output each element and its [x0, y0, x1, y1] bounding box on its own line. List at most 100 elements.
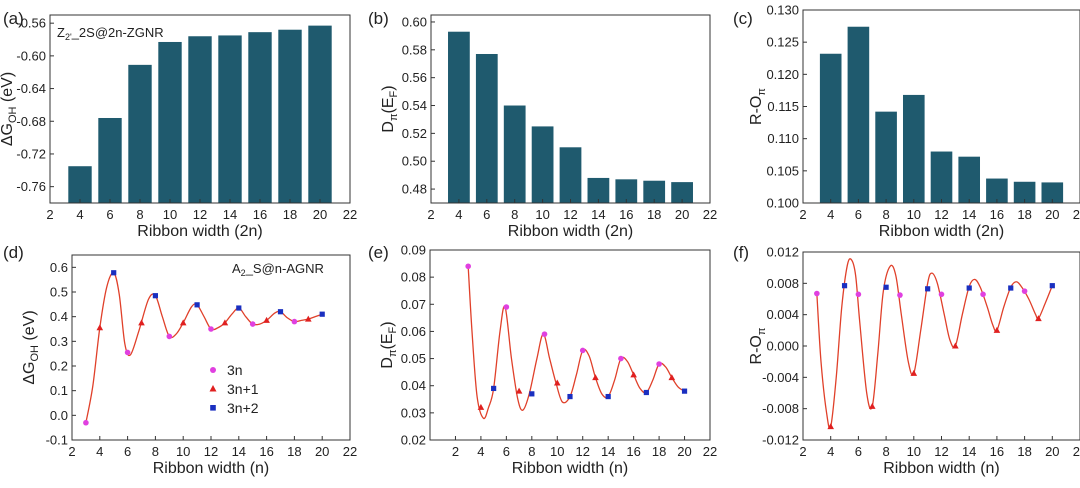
point-3n1 — [515, 387, 523, 394]
x-tick-label: 22 — [343, 444, 357, 459]
point-3n — [1021, 288, 1028, 294]
point-3n — [541, 331, 548, 337]
x-tick-label: 10 — [550, 444, 564, 459]
y-tick-label: 0.02 — [401, 433, 426, 448]
y-tick-label: 0.3 — [50, 334, 68, 349]
point-3n1 — [553, 379, 561, 386]
point-3n2 — [681, 388, 688, 394]
x-tick-label: 18 — [1017, 444, 1031, 459]
bar — [68, 166, 92, 203]
x-tick-label: 14 — [962, 207, 976, 222]
x-tick-label: 6 — [124, 444, 131, 459]
point-3n2 — [111, 270, 117, 276]
x-tick-label: 10 — [176, 444, 190, 459]
point-3n — [980, 291, 986, 298]
bar — [1041, 182, 1064, 203]
x-tick-label: 6 — [106, 207, 113, 222]
x-tick-label: 12 — [934, 207, 948, 222]
bar — [158, 41, 182, 204]
x-tick-label: 14 — [591, 207, 605, 222]
y-tick-label: 0.6 — [50, 260, 68, 275]
y-tick-label: 0.5 — [50, 285, 68, 300]
x-tick-label: 22 — [343, 207, 357, 222]
point-3n1 — [263, 316, 270, 323]
y-tick-label: 0.60 — [402, 14, 427, 29]
bar — [847, 26, 870, 203]
x-tick-label: 4 — [96, 444, 103, 459]
x-tick-label: 10 — [907, 444, 921, 459]
point-3n1 — [630, 371, 637, 378]
x-tick-label: 4 — [455, 207, 462, 222]
panel-annotation: A2_S@n-AGNR — [232, 261, 324, 278]
chart-panel-d: (d) 2 4 6 8 10 12 14 16 18 20 22 -0.1 0.0 0.1 0.2 0.3 0.4… — [3, 243, 357, 477]
point-3n2 — [643, 389, 649, 396]
point-3n2 — [605, 393, 611, 400]
y-tick-label: -0.60 — [16, 48, 46, 63]
y-tick-label: 0.4 — [50, 309, 68, 324]
point-3n — [208, 326, 214, 332]
point-3n — [855, 291, 862, 298]
y-tick-label: -0.008 — [762, 401, 799, 416]
x-tick-label: 14 — [601, 444, 615, 459]
bar — [308, 25, 332, 204]
point-3n1 — [910, 369, 918, 376]
point-3n1 — [668, 374, 676, 381]
x-tick-label: 8 — [136, 207, 143, 222]
y-tick-label: 0.1 — [50, 383, 68, 398]
bar — [902, 94, 925, 203]
point-3n — [656, 361, 662, 367]
x-tick-label: 20 — [313, 207, 327, 222]
x-tick-label: 14 — [962, 444, 976, 459]
x-tick-label: 22 — [1073, 207, 1080, 222]
x-tick-label: 16 — [253, 207, 267, 222]
point-3n2 — [966, 285, 972, 291]
y-tick-label: 0.48 — [402, 182, 427, 197]
point-3n2 — [491, 385, 497, 392]
point-3n — [166, 333, 173, 340]
x-tick-label: 6 — [483, 207, 490, 222]
point-3n — [465, 263, 471, 270]
x-tick-label: 12 — [563, 207, 577, 222]
legend-marker-3n2 — [210, 405, 216, 411]
x-tick-label: 6 — [855, 444, 862, 459]
series-curve — [467, 266, 685, 420]
bar — [958, 156, 981, 203]
y-tick-label: 0.04 — [401, 378, 426, 393]
x-tick-label: 2 — [427, 207, 434, 222]
x-tick-label: 18 — [1017, 207, 1031, 222]
legend-label: 3n+1 — [227, 381, 259, 397]
bar — [248, 32, 272, 203]
series-curve — [816, 258, 1053, 430]
point-3n2 — [567, 393, 573, 400]
bar — [98, 117, 122, 203]
plot-frame — [429, 249, 711, 441]
chart-panel-f: (f) 2 4 6 8 10 12 14 16 18 20 22 -0.012 -0.008 -0.004 0… — [733, 243, 1080, 477]
y-tick-label: 0.115 — [767, 99, 799, 114]
point-3n2 — [319, 311, 325, 317]
point-3n1 — [221, 319, 229, 326]
bar — [218, 35, 242, 203]
x-tick-label: 2 — [46, 207, 53, 222]
bar — [875, 111, 897, 203]
y-axis-label: R-Oπ — [748, 327, 768, 364]
y-tick-label: 0.56 — [402, 70, 427, 85]
bar — [188, 36, 212, 204]
series-curve — [85, 271, 323, 423]
point-3n2 — [883, 284, 889, 290]
y-tick-label: 0.0 — [50, 408, 68, 423]
legend-marker-3n — [210, 367, 216, 373]
x-tick-label: 20 — [315, 444, 329, 459]
point-3n2 — [1049, 283, 1055, 289]
point-3n1 — [993, 326, 1001, 333]
x-axis-label: Ribbon width (2n) — [508, 223, 633, 240]
x-tick-label: 20 — [677, 444, 691, 459]
y-tick-label: 0.54 — [402, 98, 427, 113]
point-3n — [503, 304, 510, 310]
x-tick-label: 8 — [152, 444, 159, 459]
chart-legend: 3n 3n+1 3n+2 — [209, 362, 259, 416]
y-tick-label: 0.08 — [401, 270, 426, 285]
x-tick-label: 22 — [1073, 444, 1080, 459]
point-3n — [618, 355, 624, 362]
y-tick-label: 0.06 — [401, 324, 426, 339]
